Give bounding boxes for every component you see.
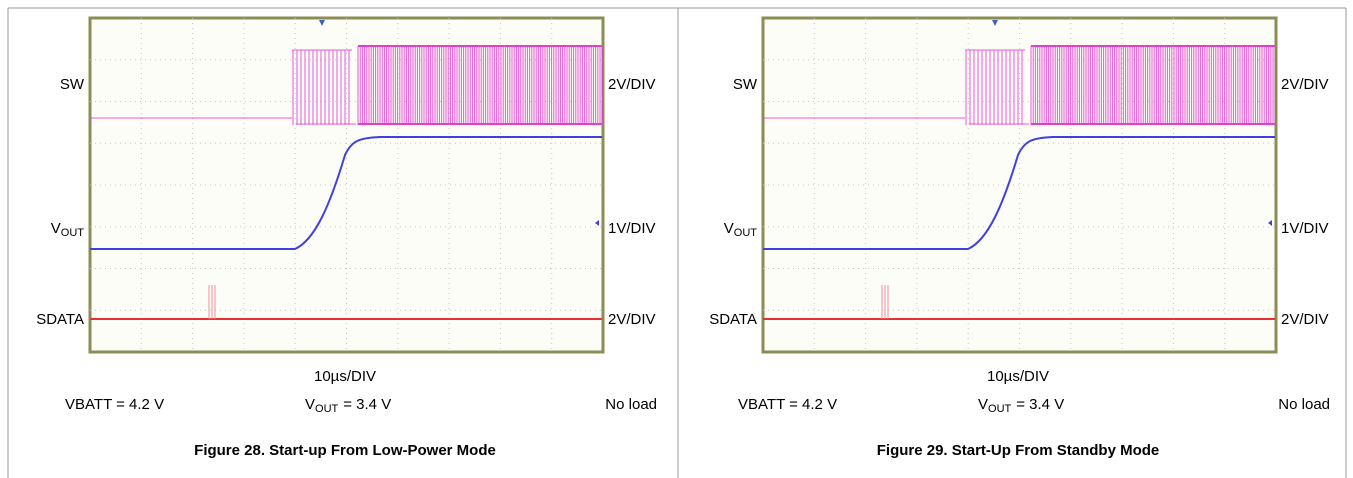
condition-vbatt: VBATT = 4.2 V xyxy=(738,396,837,413)
channel-label: VOUT xyxy=(724,220,758,239)
channel-scale: 1V/DIV xyxy=(608,220,656,237)
condition-vbatt: VBATT = 4.2 V xyxy=(65,396,164,413)
channel-label-sub: OUT xyxy=(61,227,85,239)
channel-scale: 2V/DIV xyxy=(608,76,656,93)
figure-caption: Figure 29. Start-Up From Standby Mode xyxy=(877,442,1160,459)
condition-load: No load xyxy=(605,396,657,413)
condition-vout-rest: = 3.4 V xyxy=(1016,396,1064,413)
timebase: 10µs/DIV xyxy=(987,368,1049,385)
condition-vout: VOUT = 3.4 V xyxy=(978,396,1064,415)
channel-label-sub: OUT xyxy=(734,227,758,239)
channel-scale: 2V/DIV xyxy=(1281,311,1329,328)
condition-vout-sub: OUT xyxy=(988,403,1012,415)
condition-vout: VOUT = 3.4 V xyxy=(305,396,391,415)
timebase: 10µs/DIV xyxy=(314,368,376,385)
channel-scale: 1V/DIV xyxy=(1281,220,1329,237)
condition-vout-main: V xyxy=(978,396,988,413)
figure-caption: Figure 28. Start-up From Low-Power Mode xyxy=(194,442,496,459)
condition-vout-main: V xyxy=(305,396,315,413)
page: SW2V/DIVVOUT1V/DIVSDATA2V/DIV10µs/DIVVBA… xyxy=(0,0,1353,478)
channel-label: SDATA xyxy=(709,311,757,328)
channel-label: VOUT xyxy=(51,220,85,239)
condition-vout-sub: OUT xyxy=(315,403,339,415)
channel-scale: 2V/DIV xyxy=(608,311,656,328)
condition-vout-rest: = 3.4 V xyxy=(343,396,391,413)
channel-label-main: V xyxy=(51,220,61,237)
channel-scale: 2V/DIV xyxy=(1281,76,1329,93)
condition-load: No load xyxy=(1278,396,1330,413)
channel-label: SDATA xyxy=(36,311,84,328)
channel-label: SW xyxy=(60,76,85,93)
channel-label: SW xyxy=(733,76,758,93)
channel-label-main: V xyxy=(724,220,734,237)
